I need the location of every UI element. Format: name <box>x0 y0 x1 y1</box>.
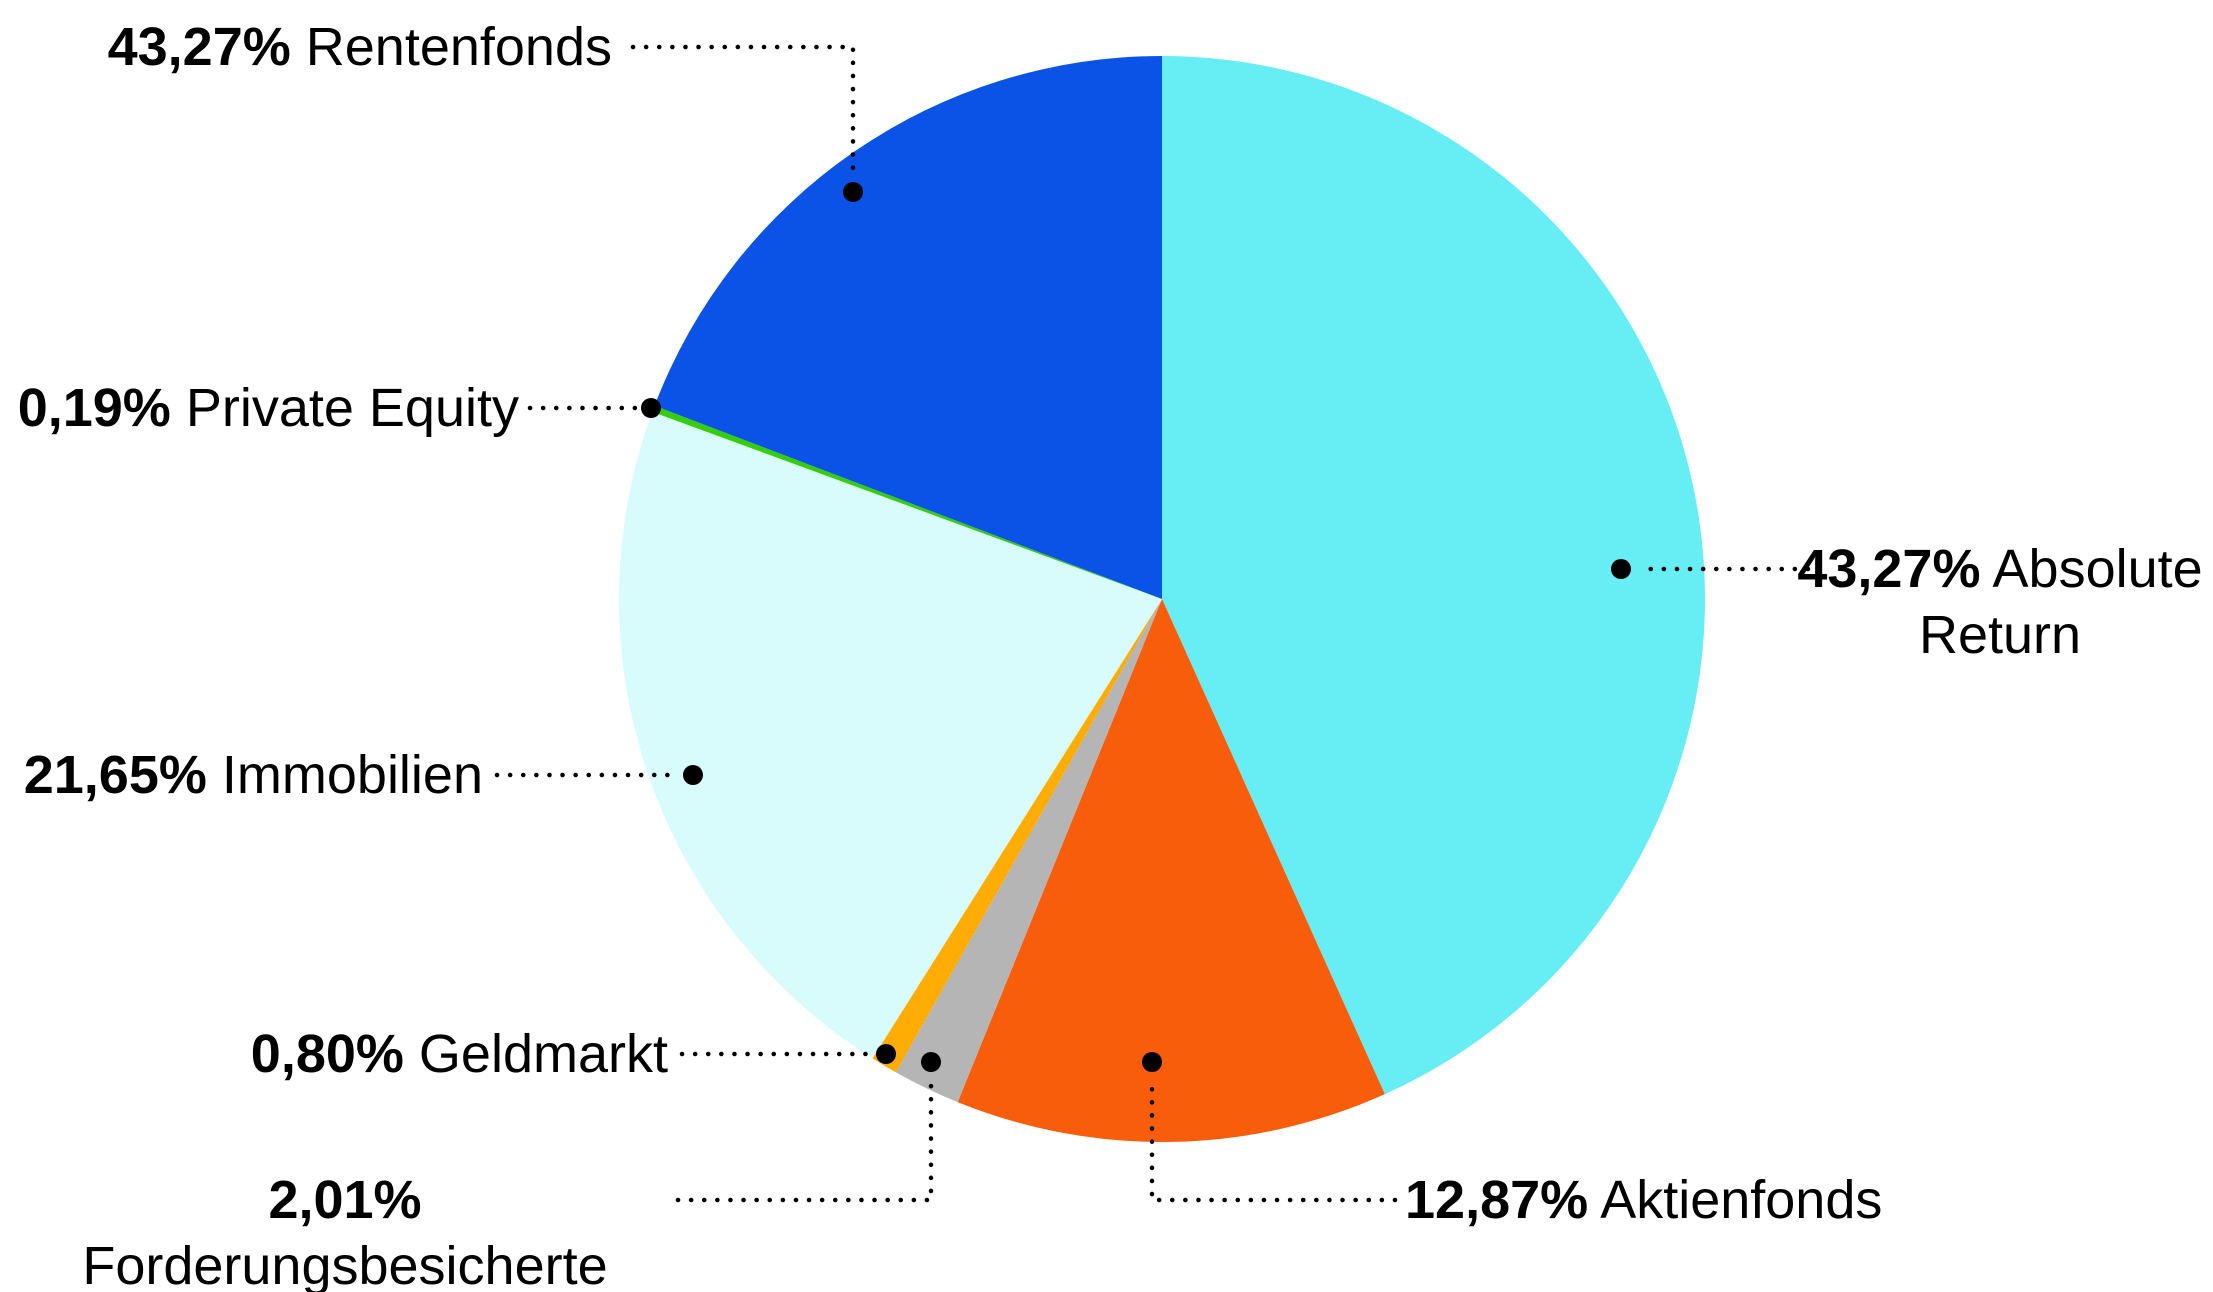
callout-private-equity-name: Private Equity <box>185 378 519 438</box>
callout-geldmarkt-name: Geldmarkt <box>418 1024 668 1084</box>
callout-aktienfonds-pct: 12,87% <box>1405 1170 1589 1230</box>
callout-aktienfonds-name: Aktienfonds <box>1600 1170 1883 1230</box>
callout-absolute-return-pct: 43,27% <box>1797 539 1981 599</box>
anchor-dot-geldmarkt <box>876 1044 896 1064</box>
anchor-dot-absolute-return <box>1611 559 1631 579</box>
callout-private-equity-pct: 0,19% <box>17 378 171 438</box>
callout-forderungsbesicherte-fonds-name: Forderungsbesicherte Fonds <box>82 1236 608 1292</box>
callout-immobilien: 21,65% Immobilien <box>24 742 483 808</box>
callout-absolute-return: 43,27% Absolute Return <box>1790 536 2210 668</box>
callout-absolute-return-name: Absolute Return <box>1918 539 2203 665</box>
callout-immobilien-pct: 21,65% <box>23 745 207 805</box>
pie-slice-forderungsbesicherte-fonds <box>895 599 1162 1103</box>
callout-immobilien-name: Immobilien <box>221 745 483 805</box>
callout-geldmarkt: 0,80% Geldmarkt <box>251 1021 668 1087</box>
pie-slice-absolute-return <box>1162 56 1705 1095</box>
leader-line-forderungsbesicherte-fonds <box>675 1077 934 1203</box>
callout-forderungsbesicherte-fonds-pct: 2,01% <box>268 1170 422 1230</box>
anchor-dot-private-equity <box>641 398 661 418</box>
pie-slices <box>619 56 1705 1142</box>
anchor-dot-forderungsbesicherte-fonds <box>921 1052 941 1072</box>
callout-forderungsbesicherte-fonds: 2,01% Forderungsbesicherte Fonds <box>20 1167 670 1292</box>
callout-private-equity: 0,19% Private Equity <box>18 375 519 441</box>
callout-rentenfonds-name: Rentenfonds <box>305 17 612 77</box>
callout-anchor-dots <box>641 182 1631 1072</box>
pie-slice-rentenfonds <box>654 56 1162 599</box>
anchor-dot-rentenfonds <box>843 182 863 202</box>
callout-aktienfonds: 12,87% Aktienfonds <box>1405 1167 1882 1233</box>
pie-slice-private-equity <box>652 405 1162 599</box>
leader-line-rentenfonds <box>630 44 856 179</box>
pie-slice-aktienfonds <box>957 599 1385 1142</box>
callout-geldmarkt-pct: 0,80% <box>250 1024 404 1084</box>
pie-slice-geldmarkt <box>872 599 1162 1073</box>
pie-slice-immobilien <box>619 411 1162 1059</box>
callout-leader-lines <box>494 44 1811 1203</box>
callout-rentenfonds-pct: 43,27% <box>107 17 291 77</box>
anchor-dot-aktienfonds <box>1142 1052 1162 1072</box>
callout-rentenfonds: 43,27% Rentenfonds <box>108 14 612 80</box>
anchor-dot-immobilien <box>683 765 703 785</box>
